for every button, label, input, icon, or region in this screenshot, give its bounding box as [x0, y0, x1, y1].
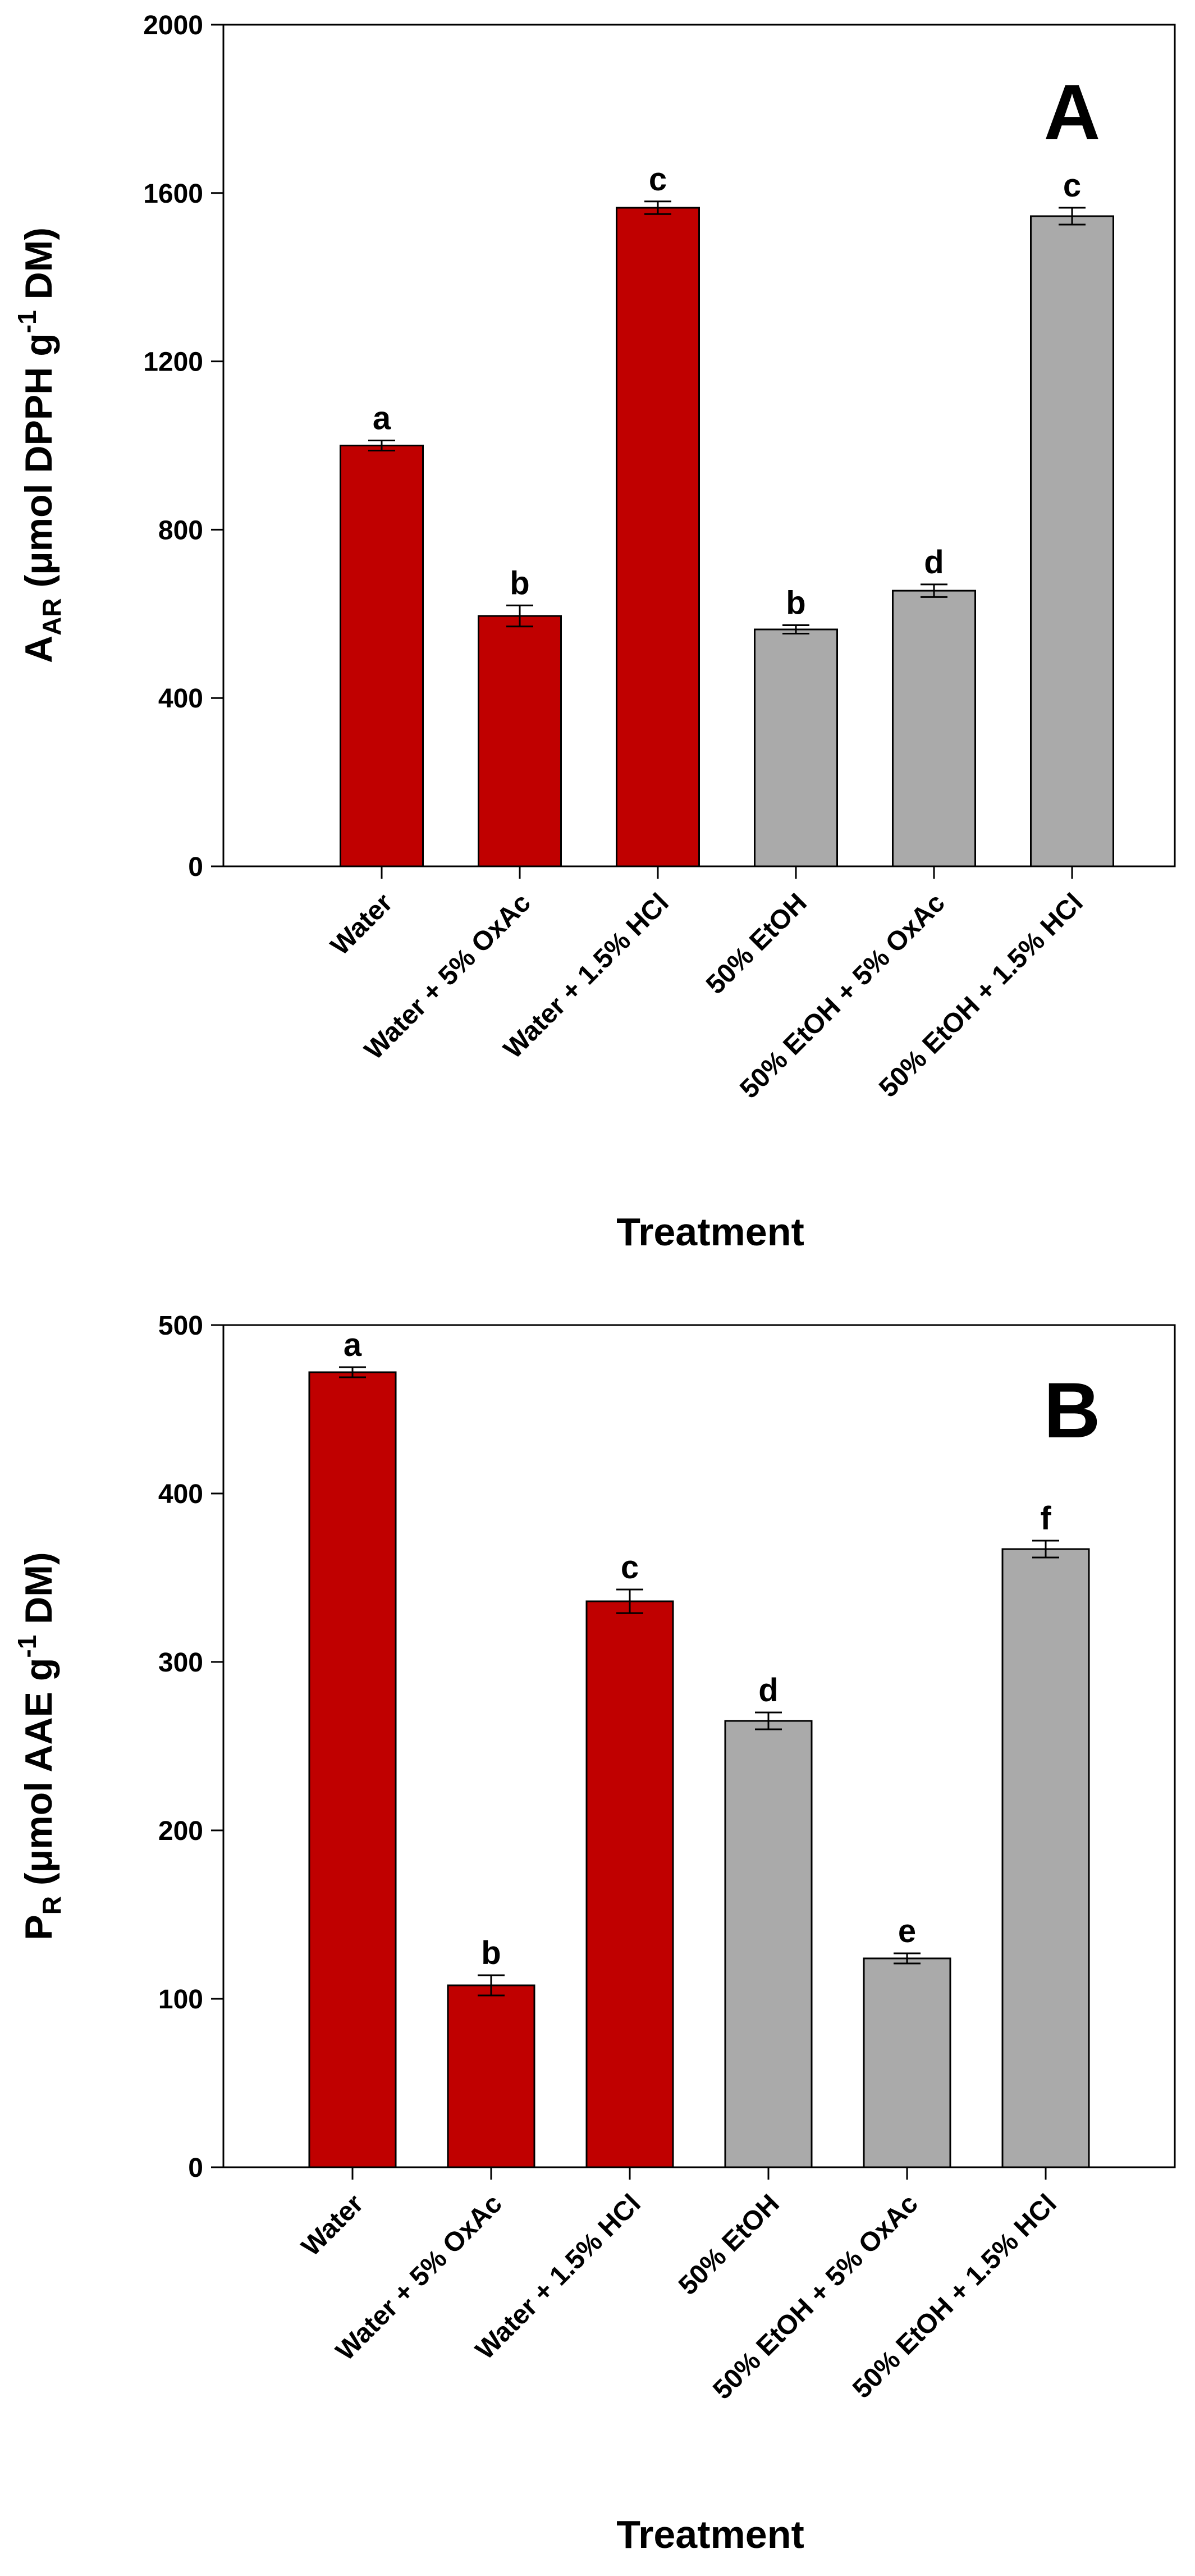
- panel-a-error-bar: [644, 200, 671, 215]
- panel-a-error-bar: [782, 624, 809, 635]
- panel-b-bar: [308, 1371, 397, 2168]
- panel-b-y-axis-title: PR (μmol AAE g-1 DM): [12, 1552, 66, 1940]
- panel-b-category-label: Water: [296, 2189, 369, 2262]
- panel-a-y-tick-label: 0: [188, 852, 203, 882]
- panel-a-y-title-part: A: [17, 636, 60, 663]
- panel-a-category-label: 50% EtOH: [700, 888, 813, 1000]
- panel-b-category-label: 50% EtOH: [673, 2189, 785, 2301]
- panel-a-y-title-part: -1: [12, 310, 42, 333]
- panel-b-significance-label: c: [621, 1549, 639, 1586]
- panel-b-significance-label: b: [481, 1935, 501, 1971]
- panel-a-bar: [1030, 215, 1114, 867]
- panel-a-category-label: Water: [325, 888, 399, 961]
- panel-a-y-tick-label: 400: [158, 684, 203, 714]
- panel-b-error-bar: [894, 1952, 921, 1965]
- panel-a-y-title-part: AR: [37, 598, 66, 635]
- panel-b-bar: [863, 1957, 951, 2168]
- panel-b-y-title-part: -1: [12, 1635, 42, 1658]
- panel-a-error-bar: [368, 440, 395, 451]
- panel-a-significance-label: c: [1063, 167, 1081, 204]
- panel-b-bar: [1001, 1548, 1090, 2168]
- panel-a-y-tick-label: 2000: [143, 11, 203, 40]
- panel-a-x-axis-title: Treatment: [616, 1210, 804, 1254]
- panel-b-error-bar: [339, 1366, 366, 1378]
- panel-a-error-bar: [506, 604, 533, 628]
- panel-b-significance-label: a: [344, 1327, 362, 1363]
- panel-a-bar: [340, 445, 424, 867]
- panel-a-bar: [478, 615, 562, 867]
- panel-a-significance-label: d: [924, 544, 944, 581]
- panel-b-significance-label: e: [898, 1913, 916, 1949]
- panel-b-error-bar: [755, 1711, 782, 1730]
- panel-a-y-title-part: DM): [17, 227, 60, 310]
- panel-a-y-title-part: (μmol DPPH g: [17, 333, 60, 598]
- panel-b-y-title-part: P: [17, 1915, 60, 1940]
- panel-b-error-bar: [478, 1974, 505, 1997]
- panel-b-bar: [447, 1984, 535, 2168]
- panel-b-y-tick-label: 100: [158, 1985, 203, 2015]
- panel-a-significance-label: c: [649, 161, 667, 198]
- panel-b-x-axis-title: Treatment: [616, 2513, 804, 2556]
- panel-b-significance-label: d: [758, 1672, 778, 1709]
- panel-a-y-tick-label: 1600: [143, 179, 203, 209]
- panel-b-y-tick-label: 400: [158, 1479, 203, 1509]
- panel-a-error-bar: [921, 583, 947, 598]
- panel-a-error-bar: [1059, 207, 1086, 226]
- panel-b-y-tick-label: 0: [188, 2153, 203, 2183]
- panel-b-y-tick-label: 500: [158, 1311, 203, 1341]
- panel-b-plot-frame: [222, 1324, 1176, 2168]
- panel-a-y-tick-label: 800: [158, 515, 203, 545]
- panel-a-bar: [754, 628, 838, 867]
- panel-b-y-tick-label: 200: [158, 1816, 203, 1846]
- panel-b-error-bar: [616, 1588, 643, 1614]
- panel-b-y-tick-label: 300: [158, 1648, 203, 1678]
- panel-b-panel-letter: B: [1043, 1366, 1100, 1454]
- panel-a-bar: [616, 207, 700, 867]
- panel-b-y-title-part: R: [37, 1896, 66, 1915]
- panel-a-significance-label: b: [786, 585, 805, 622]
- panel-a-y-tick-label: 1200: [143, 348, 203, 377]
- panel-a-panel-letter: A: [1043, 68, 1100, 156]
- panel-b-bar: [585, 1600, 674, 2168]
- panel-b-y-title-part: (μmol AAE g: [17, 1658, 60, 1896]
- panel-a-bar: [892, 590, 976, 867]
- panel-b-y-title-part: DM): [17, 1552, 60, 1634]
- panel-b-bar: [724, 1720, 813, 2168]
- panel-a-significance-label: b: [510, 565, 529, 601]
- panel-a-significance-label: a: [373, 400, 391, 437]
- panel-b-significance-label: f: [1040, 1500, 1051, 1537]
- panel-a-y-axis-title: AAR (μmol DPPH g-1 DM): [12, 227, 66, 663]
- panel-b-error-bar: [1032, 1540, 1059, 1559]
